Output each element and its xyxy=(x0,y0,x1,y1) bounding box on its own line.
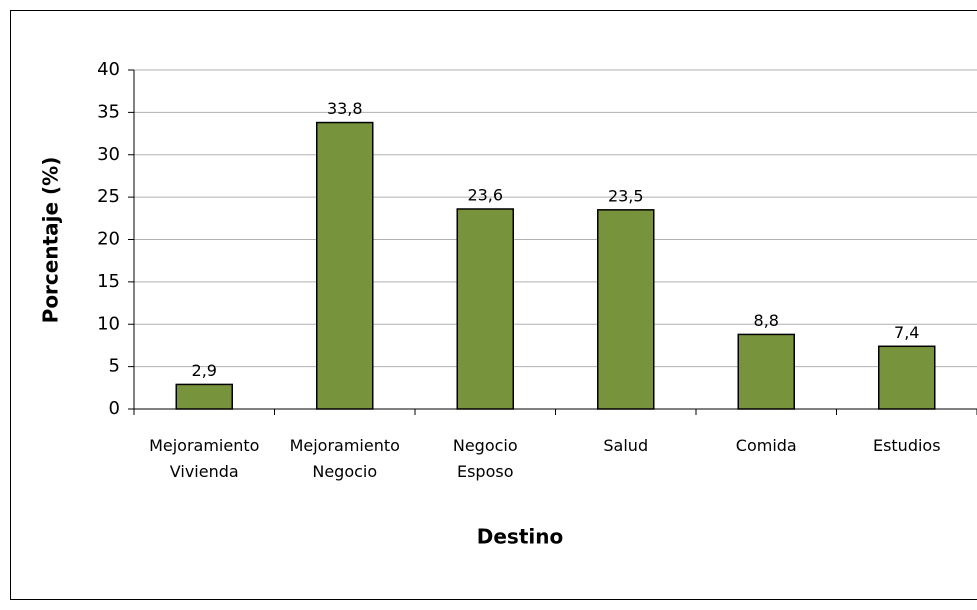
x-tick-label: Comida xyxy=(736,436,797,455)
bar xyxy=(737,333,795,410)
x-tick-label-line: Negocio xyxy=(453,436,518,455)
y-tick-label: 15 xyxy=(97,271,120,292)
y-tick-label: 40 xyxy=(97,59,120,80)
x-tick-label-line: Estudios xyxy=(873,436,941,455)
x-tick-label-line: Mejoramiento xyxy=(149,436,259,455)
x-tick-label: Mejoramiento Negocio xyxy=(290,436,400,481)
bar xyxy=(597,209,655,410)
y-axis-title: Porcentaje (%) xyxy=(39,157,63,324)
y-tick-label: 10 xyxy=(97,313,120,334)
x-tick-label-line: Comida xyxy=(736,436,797,455)
bar xyxy=(175,383,233,410)
x-axis-title: Destino xyxy=(477,525,563,549)
value-label: 7,4 xyxy=(894,323,919,342)
x-tick-label: Salud xyxy=(603,436,648,455)
x-tick-label-line: Mejoramiento xyxy=(290,436,400,455)
x-tick-label-line: Esposo xyxy=(457,462,514,481)
y-tick-label: 5 xyxy=(109,356,120,377)
x-tick-label-line: Negocio xyxy=(312,462,377,481)
x-tick-label-line: Salud xyxy=(603,436,648,455)
y-tick-label: 25 xyxy=(97,186,120,207)
bar xyxy=(456,208,514,410)
y-tick-label: 0 xyxy=(109,398,120,419)
x-tick-label: Estudios xyxy=(873,436,941,455)
value-label: 8,8 xyxy=(754,311,779,330)
y-tick-label: 35 xyxy=(97,101,120,122)
value-label: 23,5 xyxy=(608,186,644,205)
x-tick-label: Negocio Esposo xyxy=(453,436,518,481)
value-label: 2,9 xyxy=(192,361,217,380)
value-label: 23,6 xyxy=(467,185,503,204)
y-tick-label: 20 xyxy=(97,229,120,250)
value-label: 33,8 xyxy=(327,99,363,118)
bar xyxy=(878,345,936,410)
x-tick-label: Mejoramiento Vivienda xyxy=(149,436,259,481)
bar xyxy=(316,121,374,410)
y-tick-label: 30 xyxy=(97,144,120,165)
x-tick-label-line: Vivienda xyxy=(170,462,239,481)
